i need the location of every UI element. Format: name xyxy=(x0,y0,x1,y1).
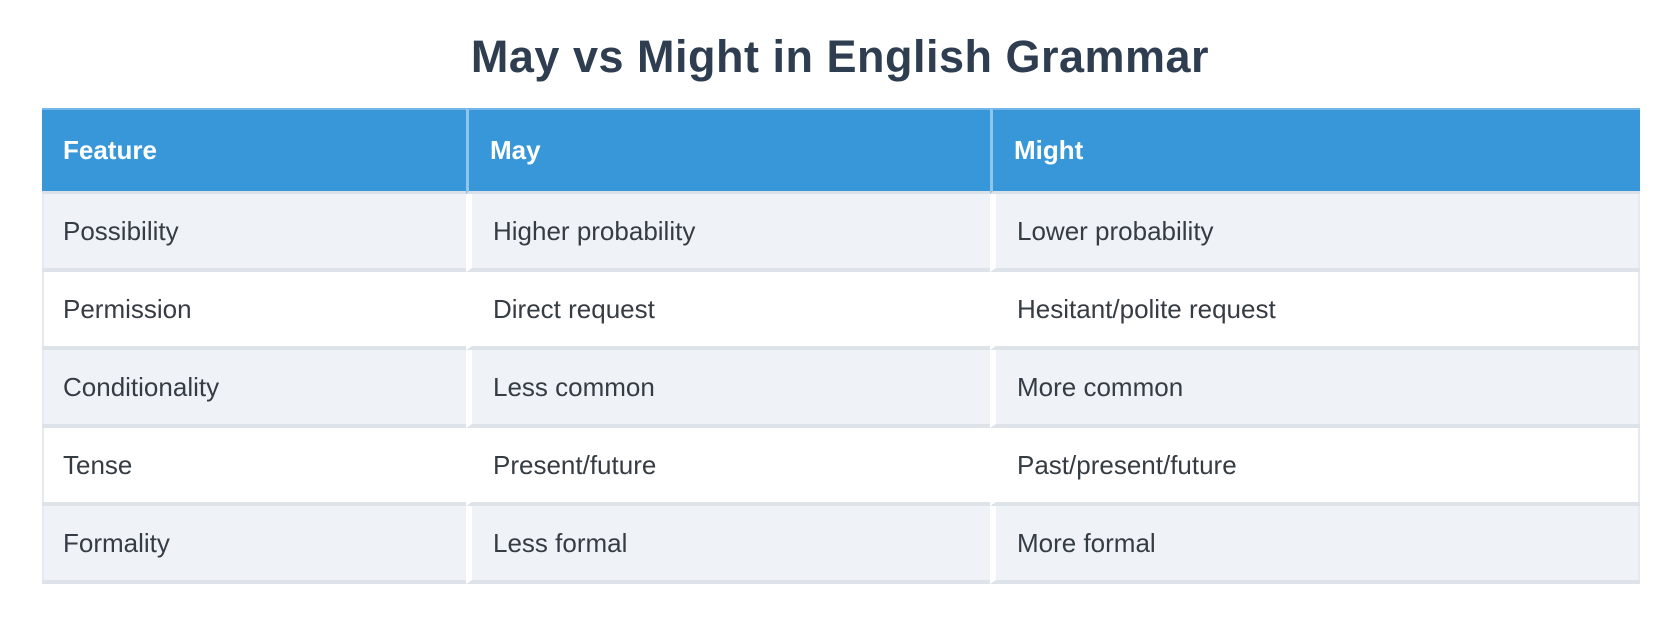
table-row-tense: Tense Present/future Past/present/future xyxy=(42,428,1640,506)
comparison-table-container: Feature May Might Possibility Higher pro… xyxy=(42,108,1640,584)
cell-might: Hesitant/polite request xyxy=(990,272,1640,350)
cell-feature: Permission xyxy=(42,272,466,350)
cell-may: Less formal xyxy=(466,506,990,584)
cell-may: Direct request xyxy=(466,272,990,350)
table-row-permission: Permission Direct request Hesitant/polit… xyxy=(42,272,1640,350)
cell-may: Higher probability xyxy=(466,194,990,272)
comparison-table: Feature May Might Possibility Higher pro… xyxy=(42,108,1640,584)
table-row-possibility: Possibility Higher probability Lower pro… xyxy=(42,194,1640,272)
cell-might: Past/present/future xyxy=(990,428,1640,506)
page-title: May vs Might in English Grammar xyxy=(470,31,1210,82)
cell-feature: Conditionality xyxy=(42,350,466,428)
table-header-row: Feature May Might xyxy=(42,108,1640,194)
cell-might: Lower probability xyxy=(990,194,1640,272)
table-row-formality: Formality Less formal More formal xyxy=(42,506,1640,584)
cell-might: More formal xyxy=(990,506,1640,584)
cell-may: Less common xyxy=(466,350,990,428)
cell-feature: Possibility xyxy=(42,194,466,272)
cell-might: More common xyxy=(990,350,1640,428)
cell-feature: Formality xyxy=(42,506,466,584)
cell-feature: Tense xyxy=(42,428,466,506)
header-cell-might: Might xyxy=(990,108,1640,194)
cell-may: Present/future xyxy=(466,428,990,506)
table-row-conditionality: Conditionality Less common More common xyxy=(42,350,1640,428)
header-cell-feature: Feature xyxy=(42,108,466,194)
header-cell-may: May xyxy=(466,108,990,194)
